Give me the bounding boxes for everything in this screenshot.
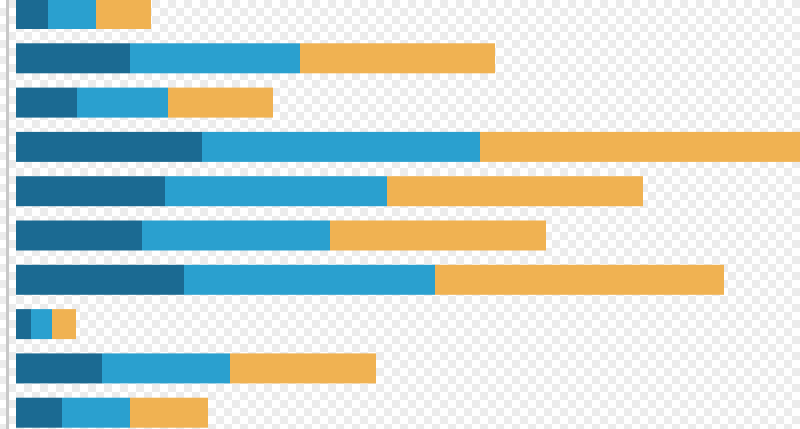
bar-row-7-segment-2 (184, 264, 435, 295)
bar-row-4-segment-2 (202, 131, 480, 162)
bar-row-3-segment-2 (77, 87, 168, 118)
bar-row-10-segment-1 (16, 397, 62, 428)
bar-row-5-segment-2 (165, 176, 387, 207)
bar-row-6-segment-3 (330, 220, 546, 251)
bar-row-10-segment-3 (130, 397, 208, 428)
bar-row-4-segment-1 (16, 131, 202, 162)
bar-row-5-segment-1 (16, 176, 165, 207)
bar-row-2-segment-3 (300, 43, 495, 74)
bar-row-8-segment-2 (31, 309, 52, 340)
bar-row-4-segment-3 (480, 131, 800, 162)
bar-row-6-segment-2 (142, 220, 330, 251)
bar-row-3-segment-1 (16, 87, 77, 118)
bar-row-1-segment-3 (96, 0, 151, 29)
bar-row-2-segment-2 (130, 43, 300, 74)
bar-row-1-segment-1 (16, 0, 48, 29)
y-axis-line (6, 0, 9, 429)
bar-row-7-segment-1 (16, 264, 184, 295)
bar-row-5-segment-3 (387, 176, 643, 207)
bar-row-8-segment-3 (52, 309, 76, 340)
bar-row-9-segment-2 (102, 353, 230, 384)
bar-row-1-segment-2 (48, 0, 96, 29)
bar-row-6-segment-1 (16, 220, 142, 251)
bar-row-9-segment-3 (230, 353, 376, 384)
bar-row-9-segment-1 (16, 353, 102, 384)
bar-row-3-segment-3 (168, 87, 273, 118)
bar-row-8-segment-1 (16, 309, 31, 340)
bar-row-7-segment-3 (435, 264, 724, 295)
bars-group (16, 0, 800, 428)
bar-row-2-segment-1 (16, 43, 130, 74)
bar-row-10-segment-2 (62, 397, 130, 428)
